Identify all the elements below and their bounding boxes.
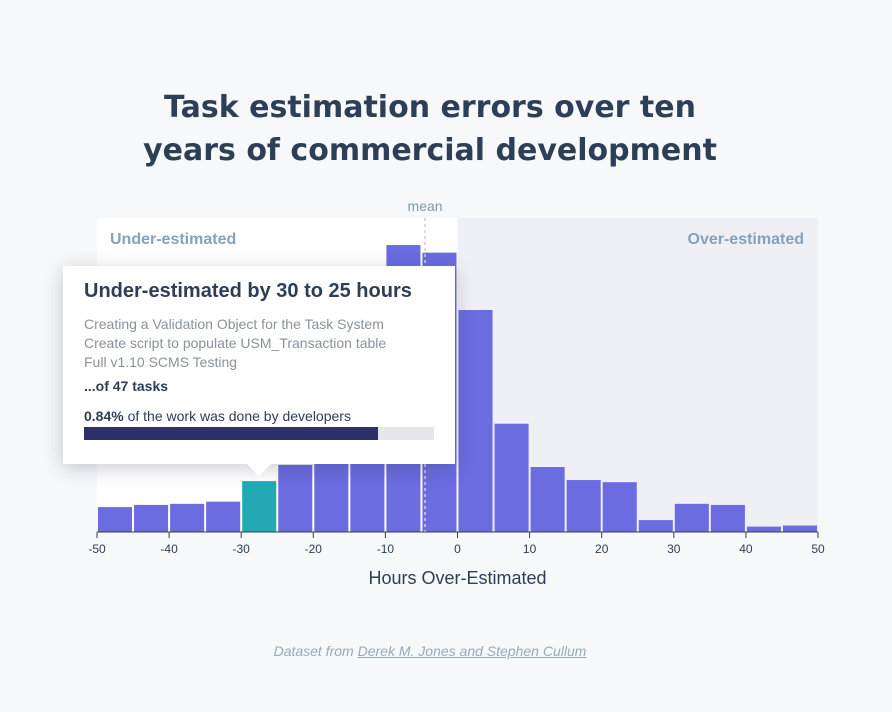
share-progress-fill (84, 427, 378, 440)
tooltip-task: Create script to populate USM_Transactio… (84, 335, 387, 351)
histogram-bar[interactable] (674, 503, 709, 532)
histogram-bar[interactable] (494, 423, 529, 532)
chart-title-line-1: Task estimation errors over ten (164, 90, 696, 125)
histogram-bar[interactable] (746, 526, 781, 532)
histogram-bar[interactable] (134, 504, 169, 532)
x-tick-label: -50 (88, 542, 106, 556)
over-estimated-label: Over-estimated (688, 231, 805, 248)
tooltip-pointer (247, 464, 271, 476)
tooltip-share-value: 0.84% (84, 408, 124, 424)
tooltip-task-list: Creating a Validation Object for the Tas… (84, 315, 434, 372)
histogram-bar[interactable] (98, 507, 133, 532)
dataset-credit-prefix: Dataset from (273, 643, 358, 659)
tooltip-task-total: ...of 47 tasks (84, 378, 169, 394)
histogram-bar[interactable] (170, 503, 205, 532)
mean-label: mean (408, 198, 443, 214)
histogram-bars (98, 245, 817, 533)
dataset-credit: Dataset from Derek M. Jones and Stephen … (0, 643, 860, 659)
x-tick-label: 10 (523, 542, 537, 556)
histogram-bar[interactable] (278, 464, 313, 532)
histogram-bar[interactable] (782, 525, 817, 532)
dataset-credit-link[interactable]: Derek M. Jones and Stephen Cullum (357, 643, 587, 659)
x-axis-ticks: -50 -40 -30 -20 -10 0 10 20 30 40 50 (88, 532, 825, 556)
histogram-bar[interactable] (206, 501, 241, 532)
tooltip-share-caption: of the work was done by developers (123, 408, 351, 424)
histogram-bar[interactable] (566, 480, 601, 532)
histogram-bar[interactable] (638, 520, 673, 532)
x-tick-label: -40 (160, 542, 178, 556)
x-tick-label: 0 (454, 542, 461, 556)
x-tick-label: 20 (595, 542, 609, 556)
histogram-bar[interactable] (242, 481, 277, 532)
x-tick-label: -20 (305, 542, 323, 556)
share-progress-bar (84, 427, 434, 440)
histogram-bar[interactable] (350, 458, 385, 532)
histogram-bar[interactable] (314, 461, 349, 532)
x-axis-title: Hours Over-Estimated (368, 568, 546, 588)
tooltip-task: Creating a Validation Object for the Tas… (84, 316, 384, 332)
chart-title: Task estimation errors over ten years of… (0, 86, 860, 172)
histogram-bar[interactable] (710, 504, 745, 532)
x-tick-label: 50 (811, 542, 825, 556)
histogram-bar[interactable] (602, 482, 637, 532)
tooltip-task: Full v1.10 SCMS Testing (84, 354, 238, 370)
histogram-bar[interactable] (530, 467, 565, 532)
x-tick-label: 30 (667, 542, 681, 556)
tooltip-heading: Under-estimated by 30 to 25 hours (84, 280, 412, 302)
under-estimated-label: Under-estimated (110, 231, 236, 248)
chart-title-line-2: years of commercial development (143, 133, 717, 168)
x-tick-label: -10 (377, 542, 395, 556)
x-tick-label: -30 (233, 542, 251, 556)
x-tick-label: 40 (739, 542, 753, 556)
histogram-bar[interactable] (458, 310, 493, 532)
bin-tooltip: Under-estimated by 30 to 25 hours Creati… (63, 266, 455, 476)
tooltip-share-text: 0.84% of the work was done by developers (84, 408, 434, 424)
